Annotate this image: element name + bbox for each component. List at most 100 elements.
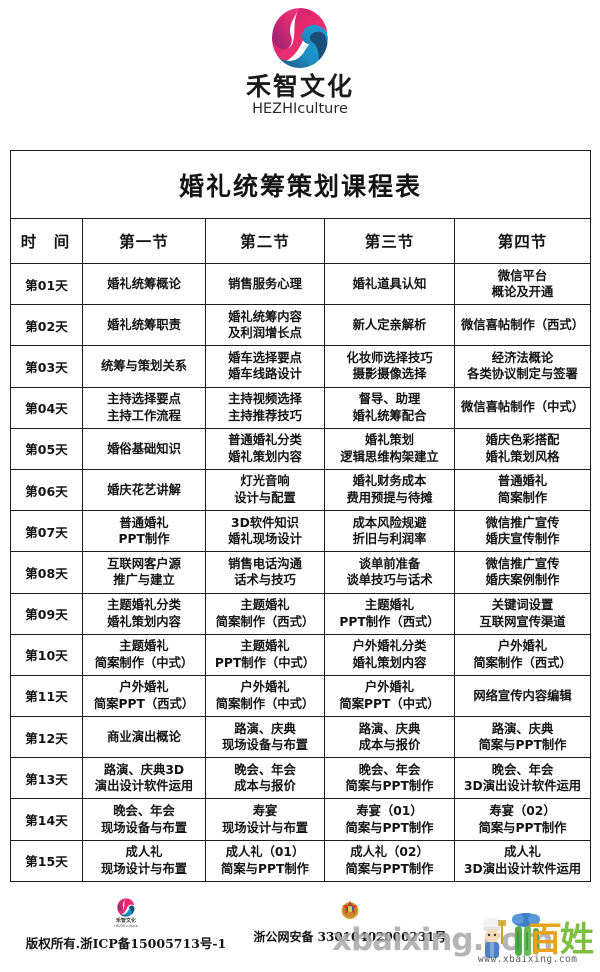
footer-brand-name-cn: 禾智文化: [115, 918, 136, 924]
session-1-cell: 婚庆花艺讲解: [82, 468, 206, 512]
table-row: 第01天 婚礼统筹概论 销售服务心理 婚礼道具认知 微信平台 概论及开通: [10, 262, 592, 306]
day-label: 第04天: [10, 386, 83, 429]
session-line: 婚车选择要点: [228, 350, 302, 365]
session-1-cell: 婚礼统筹职责: [82, 304, 206, 347]
session-line: 谈单技巧与话术: [346, 573, 433, 588]
session-line: 婚庆花艺讲解: [107, 482, 181, 497]
session-line: 路演、庆典: [491, 721, 554, 736]
session-line: 演出设计软件运用: [94, 779, 194, 794]
header-row: 时 间 第一节 第二节 第三节 第四节: [10, 218, 592, 264]
session-line: 婚礼道具认知: [352, 276, 427, 291]
session-2-cell: 婚车选择要点 婚车线路设计: [205, 345, 325, 388]
session-line: 主持选择要点: [107, 392, 181, 407]
session-line: 主持视频选择: [228, 392, 302, 407]
session-line: 简案与PPT制作: [345, 779, 434, 794]
session-line: 普通婚礼分类: [228, 433, 302, 448]
day-label: 第01天: [10, 262, 83, 306]
session-line: 婚礼策划风格: [485, 449, 560, 464]
session-line: 互联网宣传渠道: [479, 614, 566, 629]
session-line: PPT制作: [118, 532, 170, 547]
course-table: 婚礼统筹策划课程表 时 间 第一节 第二节 第三节 第四节 第01天 婚礼统筹概论…: [9, 150, 592, 882]
session-line: 简案制作（中式）: [215, 696, 315, 711]
session-line: PPT制作（中式）: [214, 655, 316, 670]
session-1-cell: 统筹与策划关系: [82, 345, 206, 388]
session-line: 各类协议制定与签署: [467, 367, 578, 382]
session-1-cell: 商业演出概论: [82, 716, 206, 759]
session-3-cell: 路演、庆典 成本与报价: [324, 716, 455, 759]
brand-header: 禾智文化 HEZHIculture: [0, 0, 600, 117]
brand-name-cn: 禾智文化: [245, 72, 354, 101]
title-row: 婚礼统筹策划课程表: [9, 150, 592, 219]
table-row: 第12天 商业演出概论 路演、庆典 现场设备与布置 路演、庆典 成本与报价 路演、庆典 简案与…: [10, 716, 592, 759]
session-2-cell: 主题婚礼 简案制作（西式）: [205, 592, 325, 635]
session-line: 经济法概论: [491, 350, 554, 365]
table-row: 第05天 婚俗基础知识 普通婚礼分类 婚礼策划内容 婚礼策划 逻辑思维构架建立 婚庆色彩搭配…: [10, 427, 592, 470]
table-row: 第02天 婚礼统筹职责 婚礼统筹内容 及利润增长点 新人定亲解析 微信喜帖制作（西式）: [10, 304, 592, 347]
session-1-cell: 主题婚礼 简案制作（中式）: [82, 633, 206, 676]
session-3-cell: 户外婚礼分类 婚礼策划内容: [324, 633, 455, 676]
day-label: 第06天: [10, 468, 83, 512]
table-row: 第10天 主题婚礼 简案制作（中式） 主题婚礼 PPT制作（中式） 户外婚礼分类 婚礼策划内…: [10, 633, 592, 676]
copyright-text[interactable]: 版权所有.浙ICP备15005713号-1: [25, 935, 227, 951]
session-line: 成人礼: [504, 845, 541, 860]
session-line: 婚庆色彩搭配: [485, 433, 560, 448]
day-label: 第12天: [10, 716, 83, 759]
session-2-cell: 主题婚礼 PPT制作（中式）: [205, 633, 325, 676]
session-2-cell: 普通婚礼分类 婚礼策划内容: [205, 427, 325, 470]
session-2-cell: 灯光音响 设计与配置: [205, 468, 325, 512]
session-line: 简案与PPT制作: [478, 738, 567, 753]
session-line: 简案与PPT制作: [478, 820, 567, 835]
session-line: 婚庆案例制作: [485, 573, 560, 588]
hezhi-swirl-logo-icon: [272, 8, 328, 68]
police-emblem-icon: [341, 900, 359, 920]
session-line: 3D演出设计软件运用: [463, 779, 582, 794]
session-line: 成本风险规避: [352, 515, 427, 530]
table-row: 第15天 成人礼 现场设计与布置 成人礼（01） 简案与PPT制作 成人礼（02） 简案与P…: [10, 839, 592, 882]
session-4-cell: 婚庆色彩搭配 婚礼策划风格: [453, 427, 592, 470]
session-line: 户外婚礼: [240, 680, 290, 695]
session-line: 婚礼策划内容: [352, 655, 427, 670]
session-4-cell: 关键词设置 互联网宣传渠道: [453, 592, 592, 635]
session-line: 微信平台: [497, 268, 548, 283]
session-line: 婚礼财务成本: [352, 474, 427, 489]
session-line: 话术与技巧: [234, 573, 296, 588]
column-header-session-1: 第一节: [82, 218, 206, 264]
session-1-cell: 主题婚礼分类 婚礼策划内容: [82, 592, 206, 635]
session-4-cell: 普通婚礼 简案制作: [453, 468, 592, 512]
session-1-cell: 互联网客户源 推广与建立: [82, 551, 206, 594]
footer-brand-name-en: HEZHIculture: [114, 923, 138, 928]
session-line: 费用预提与待摊: [346, 491, 433, 506]
day-label: 第03天: [10, 345, 83, 388]
session-line: 新人定亲解析: [352, 317, 427, 332]
gov-record-text[interactable]: 浙公网安备 33010402000231号: [253, 930, 447, 944]
session-line: 简案制作（中式）: [94, 655, 194, 670]
session-line: 简案制作: [497, 491, 548, 506]
session-3-cell: 户外婚礼 简案PPT（中式）: [324, 674, 455, 718]
session-line: 婚车线路设计: [228, 367, 302, 382]
session-2-cell: 成人礼（01） 简案与PPT制作: [205, 839, 325, 882]
session-4-cell: 微信喜帖制作（中式）: [453, 386, 592, 429]
session-line: 谈单前准备: [358, 556, 421, 571]
session-1-cell: 晚会、年会 现场设备与布置: [82, 798, 206, 841]
session-line: 微信推广宣传: [485, 515, 560, 530]
session-line: 主题婚礼: [240, 598, 290, 612]
session-line: 婚礼统筹职责: [107, 317, 181, 332]
session-line: 婚礼策划: [364, 433, 415, 448]
session-line: 现场设备与布置: [221, 738, 309, 753]
session-2-cell: 主持视频选择 主持推荐技巧: [205, 386, 325, 429]
table-row: 第03天 统筹与策划关系 婚车选择要点 婚车线路设计 化妆师选择技巧 摄影摄像选择 经济法概…: [10, 345, 592, 388]
session-line: 销售电话沟通: [228, 556, 302, 571]
day-label: 第09天: [10, 592, 83, 635]
session-line: 简案与PPT制作: [345, 820, 434, 835]
session-line: 销售服务心理: [228, 276, 302, 291]
session-4-cell: 晚会、年会 3D演出设计软件运用: [453, 757, 592, 800]
session-4-cell: 微信推广宣传 婚庆宣传制作: [453, 510, 592, 553]
session-line: 婚庆宣传制作: [485, 532, 560, 547]
session-line: 简案制作（西式）: [473, 655, 572, 670]
session-1-cell: 成人礼 现场设计与布置: [82, 839, 206, 882]
session-line: 3D演出设计软件运用: [463, 861, 582, 876]
session-2-cell: 销售电话沟通 话术与技巧: [205, 551, 325, 594]
session-line: 主题婚礼: [364, 598, 415, 612]
session-line: 户外婚礼分类: [352, 639, 427, 654]
session-2-cell: 户外婚礼 简案制作（中式）: [205, 674, 325, 718]
